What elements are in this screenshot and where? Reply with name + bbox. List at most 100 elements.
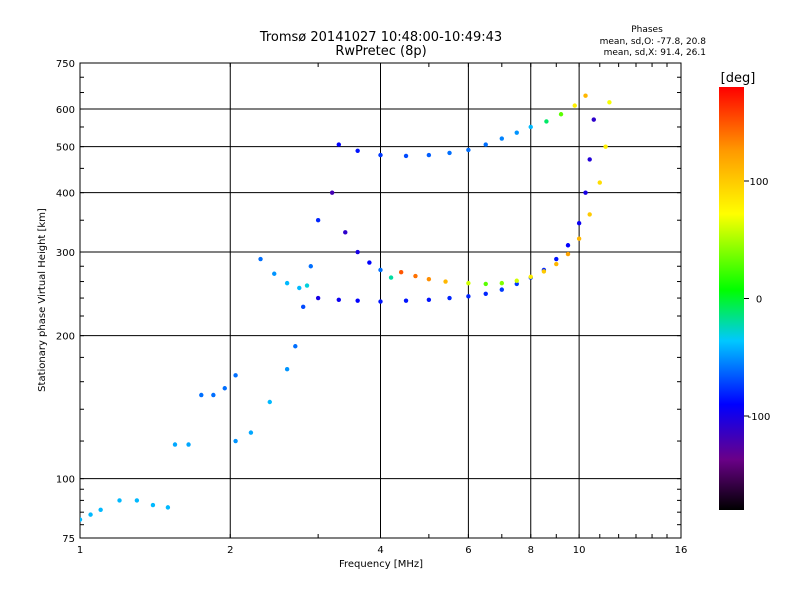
scatter-point bbox=[398, 270, 404, 275]
scatter-point bbox=[583, 190, 588, 195]
scatter-point bbox=[80, 517, 83, 522]
scatter-point bbox=[447, 150, 452, 156]
scatter-point bbox=[343, 230, 348, 235]
scatter-point bbox=[378, 152, 383, 158]
y-axis-label: Stationary phase Virtual Height [km] bbox=[37, 208, 48, 392]
scatter-point bbox=[355, 298, 360, 303]
scatter-point bbox=[554, 256, 559, 262]
grid-lines bbox=[79, 62, 682, 539]
scatter-point bbox=[88, 512, 93, 517]
scatter-point bbox=[576, 236, 582, 241]
scatter-point bbox=[272, 271, 277, 276]
scatter-point bbox=[297, 285, 302, 291]
scatter-point bbox=[248, 430, 254, 435]
scatter-point bbox=[528, 274, 533, 280]
scatter-point bbox=[258, 256, 263, 262]
scatter-point bbox=[583, 93, 588, 98]
x-tick-label: 4 bbox=[377, 545, 383, 556]
stats-line-x: mean, sd,X: 91.4, 26.1 bbox=[604, 48, 706, 58]
scatter-point bbox=[336, 297, 342, 302]
scatter-point bbox=[403, 298, 409, 303]
scatter-point bbox=[300, 304, 306, 310]
scatter-point bbox=[98, 507, 103, 512]
scatter-point bbox=[514, 278, 519, 283]
scatter-point bbox=[597, 180, 602, 185]
colorbar-tick-label: 0 bbox=[756, 295, 762, 306]
y-tick-label: 300 bbox=[56, 248, 75, 259]
colorbar bbox=[719, 87, 744, 510]
scatter-point bbox=[447, 295, 452, 301]
scatter-point bbox=[587, 157, 592, 162]
scatter-point bbox=[355, 249, 360, 255]
y-tick-label: 500 bbox=[56, 143, 75, 154]
scatter-point bbox=[466, 280, 471, 286]
scatter-point bbox=[443, 279, 448, 284]
scatter-point bbox=[514, 281, 519, 287]
scatter-points bbox=[80, 93, 612, 522]
colorbar-label: [deg] bbox=[721, 71, 756, 86]
colorbar-ticks: 100 0 -100 bbox=[744, 177, 770, 423]
scatter-point bbox=[134, 498, 140, 503]
y-tick-label: 200 bbox=[56, 332, 75, 343]
scatter-point bbox=[603, 144, 608, 149]
y-tick-label: 100 bbox=[56, 475, 75, 486]
scatter-point bbox=[165, 505, 171, 510]
scatter-point bbox=[378, 299, 383, 304]
scatter-point bbox=[315, 218, 321, 223]
scatter-point bbox=[308, 264, 313, 269]
scatter-point bbox=[572, 103, 577, 108]
y-tick-label: 750 bbox=[56, 59, 75, 70]
chart-subtitle: RwPretec (8p) bbox=[335, 44, 426, 59]
scatter-point bbox=[211, 392, 216, 398]
scatter-point bbox=[315, 295, 321, 301]
scatter-point bbox=[355, 148, 360, 154]
x-tick-label: 6 bbox=[465, 545, 471, 556]
scatter-point bbox=[233, 373, 238, 378]
scatter-point bbox=[403, 153, 409, 159]
scatter-point bbox=[329, 190, 335, 195]
x-tick-label: 2 bbox=[227, 545, 233, 556]
scatter-point bbox=[466, 294, 471, 299]
scatter-point bbox=[499, 136, 505, 141]
scatter-point bbox=[267, 399, 272, 405]
scatter-point bbox=[426, 152, 432, 158]
scatter-point bbox=[587, 212, 592, 217]
y-tick-label: 75 bbox=[62, 534, 75, 545]
chart-title: Tromsø 20141027 10:48:00-10:49:43 bbox=[259, 30, 502, 45]
scatter-point bbox=[186, 442, 191, 447]
x-axis-label: Frequency [MHz] bbox=[339, 559, 423, 570]
y-tick-label: 400 bbox=[56, 189, 75, 200]
axis-ticks: 1 2 4 6 8 10 16 75 100 200 300 400 500 600 750 bbox=[56, 59, 687, 556]
scatter-point bbox=[558, 112, 564, 117]
scatter-point bbox=[426, 297, 432, 302]
scatter-point bbox=[591, 117, 596, 122]
scatter-point bbox=[413, 273, 418, 279]
x-tick-label: 8 bbox=[528, 545, 534, 556]
x-tick-label: 10 bbox=[573, 545, 586, 556]
scatter-point bbox=[367, 260, 372, 265]
scatter-point bbox=[222, 386, 227, 391]
scatter-point bbox=[233, 438, 238, 444]
scatter-point bbox=[172, 442, 178, 447]
scatter-point bbox=[499, 287, 505, 292]
scatter-point bbox=[378, 267, 383, 273]
scatter-point bbox=[544, 119, 549, 124]
scatter-point bbox=[499, 280, 505, 286]
scatter-point bbox=[336, 142, 342, 147]
scatter-point bbox=[565, 251, 571, 257]
scatter-point bbox=[483, 142, 488, 147]
scatter-point bbox=[199, 392, 204, 398]
x-tick-label: 1 bbox=[77, 545, 83, 556]
stats-heading: Phases bbox=[631, 25, 663, 35]
scatter-point bbox=[426, 276, 432, 282]
scatter-point bbox=[554, 261, 559, 267]
scatter-point bbox=[388, 275, 394, 280]
scatter-point bbox=[565, 243, 571, 248]
scatter-point bbox=[293, 344, 298, 349]
scatter-point bbox=[117, 498, 122, 503]
scatter-point bbox=[576, 220, 582, 226]
y-tick-label: 600 bbox=[56, 105, 75, 116]
scatter-point bbox=[304, 283, 310, 288]
scatter-point bbox=[483, 291, 488, 297]
